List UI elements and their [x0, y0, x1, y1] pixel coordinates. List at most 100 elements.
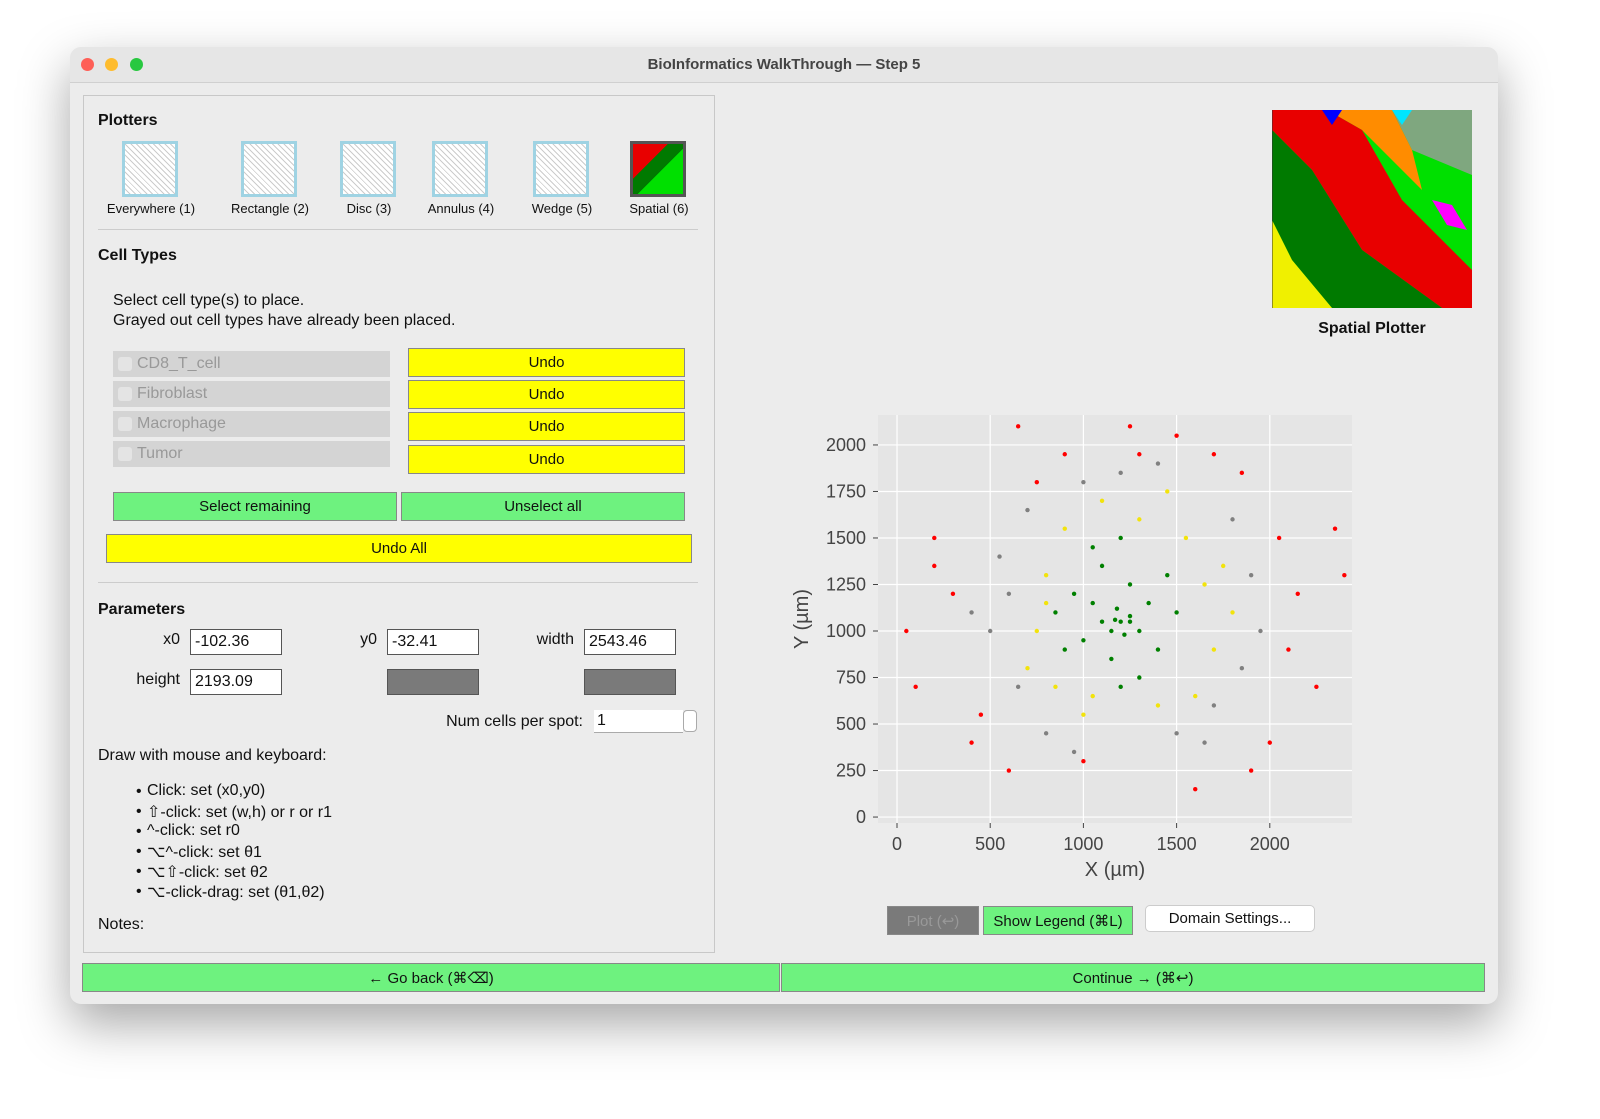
point: [997, 554, 1002, 559]
checkbox[interactable]: CD8_T_cell: [113, 351, 390, 377]
point: [1137, 452, 1142, 457]
plotter-label: Everywhere (1): [106, 201, 196, 216]
point: [1137, 628, 1142, 634]
select-remaining-button[interactable]: Select remaining: [113, 492, 397, 521]
point: [1090, 693, 1095, 699]
point: [1090, 545, 1095, 550]
plotter-icon[interactable]: [630, 141, 686, 197]
y-tick-label: 1000: [826, 621, 866, 641]
undo-all-button[interactable]: Undo All: [106, 534, 692, 563]
text-field[interactable]: -32.41: [387, 629, 479, 655]
scatter-chart: X (µm) Y (µm) 0 500 1000 1500 2000 0 250 500 750…: [791, 415, 1352, 881]
spatial-preview: [1272, 110, 1472, 308]
undo-button[interactable]: Undo: [408, 445, 685, 474]
undo-button[interactable]: Undo: [408, 412, 685, 441]
plotter-label: Rectangle (2): [230, 201, 310, 216]
point: [1202, 740, 1207, 745]
x-axis-label: X (µm): [1085, 859, 1145, 881]
x-tick-label: 500: [975, 834, 1005, 854]
point: [1155, 461, 1161, 466]
plotter-icon[interactable]: [432, 141, 488, 197]
point: [1015, 424, 1021, 429]
y-tick-label: 500: [836, 714, 866, 734]
field-label: Num cells per spot:: [446, 713, 583, 730]
bullet: •: [136, 843, 142, 860]
plotter-icon[interactable]: [122, 141, 178, 197]
spin-box[interactable]: 1: [594, 710, 683, 733]
minimize-button[interactable]: [105, 58, 118, 71]
point: [1099, 498, 1105, 503]
bullet: •: [136, 803, 142, 820]
x-tick-label: 1000: [1063, 834, 1103, 854]
y-tick-label: 0: [856, 807, 866, 827]
point: [978, 712, 984, 717]
point: [1314, 684, 1319, 690]
point: [1174, 433, 1179, 438]
plot-button[interactable]: Plot (↩): [887, 906, 979, 935]
point: [1165, 572, 1170, 578]
point: [1286, 647, 1291, 652]
point: [1006, 768, 1012, 773]
point: [1221, 563, 1226, 569]
point: [1099, 619, 1105, 624]
point: [1127, 619, 1133, 624]
point: [932, 535, 937, 541]
point: [1071, 749, 1077, 755]
point: [1112, 617, 1118, 623]
point: [1118, 684, 1123, 690]
y-tick-label: 1750: [826, 481, 866, 501]
point: [1332, 526, 1338, 531]
preview-caption: Spatial Plotter: [1318, 320, 1426, 337]
point: [1006, 591, 1012, 596]
plotter-label: Disc (3): [346, 201, 392, 216]
point: [1062, 647, 1067, 652]
left-panel: [83, 95, 715, 953]
plotter-icon[interactable]: [533, 141, 589, 197]
zoom-button[interactable]: [130, 58, 143, 71]
point: [1034, 628, 1040, 634]
point: [904, 628, 909, 634]
undo-button[interactable]: Undo: [408, 348, 685, 377]
text-field[interactable]: -102.36: [190, 629, 282, 655]
y-axis-label: Y (µm): [791, 589, 813, 649]
checkbox[interactable]: Fibroblast: [113, 381, 390, 407]
text-field[interactable]: 2543.46: [584, 629, 676, 655]
point: [969, 610, 974, 615]
heading: Draw with mouse and keyboard:: [98, 747, 327, 764]
plotter-icon[interactable]: [241, 141, 297, 197]
text-field[interactable]: 2193.09: [190, 669, 282, 695]
point: [1248, 768, 1254, 773]
undo-button[interactable]: Undo: [408, 380, 685, 409]
field-label: y0: [360, 631, 377, 648]
disabled-field: [584, 669, 676, 695]
plotter-icon[interactable]: [340, 141, 396, 197]
domain-settings-button[interactable]: Domain Settings...: [1145, 905, 1315, 932]
point: [1230, 517, 1235, 522]
continue-button[interactable]: Continue → (⌘↩): [781, 963, 1485, 992]
legend-button[interactable]: Show Legend (⌘L): [983, 906, 1133, 935]
instruction: Grayed out cell types have already been …: [113, 312, 456, 329]
close-button[interactable]: [81, 58, 94, 71]
point: [1043, 731, 1049, 736]
back-button[interactable]: ← Go back (⌘⌫): [82, 963, 780, 992]
point: [1081, 479, 1086, 485]
separator: [98, 582, 698, 583]
point: [1276, 535, 1282, 541]
point: [1193, 693, 1198, 699]
x-tick-label: 0: [892, 834, 902, 854]
instruction: Select cell type(s) to place.: [113, 292, 305, 309]
point: [1053, 684, 1058, 690]
disabled-field: [387, 669, 479, 695]
point: [1118, 470, 1123, 476]
point: [1248, 572, 1254, 578]
point: [1114, 606, 1120, 611]
point: [1025, 507, 1030, 513]
point: [1211, 647, 1217, 652]
point: [1025, 666, 1030, 671]
unselect-all-button[interactable]: Unselect all: [401, 492, 685, 521]
checkbox[interactable]: Macrophage: [113, 411, 390, 437]
checkbox[interactable]: Tumor: [113, 441, 390, 467]
stepper[interactable]: [683, 710, 697, 732]
point: [1239, 666, 1245, 671]
heading: Plotters: [98, 112, 158, 129]
